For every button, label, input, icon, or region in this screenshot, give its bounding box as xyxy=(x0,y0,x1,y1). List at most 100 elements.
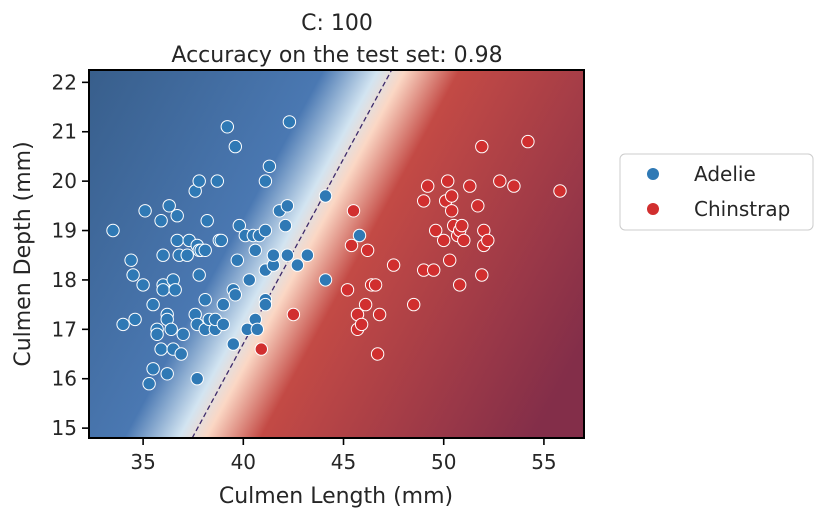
point-adelie xyxy=(142,377,156,391)
point-chinstrap xyxy=(386,258,401,272)
point-adelie xyxy=(266,248,281,262)
point-adelie xyxy=(280,199,295,213)
point-chinstrap xyxy=(372,307,387,322)
point-chinstrap xyxy=(429,223,443,238)
point-chinstrap xyxy=(475,268,489,282)
point-chinstrap xyxy=(475,139,489,154)
x-tick-label: 45 xyxy=(331,450,356,474)
point-chinstrap xyxy=(427,263,441,277)
point-adelie xyxy=(192,268,206,282)
point-chinstrap xyxy=(417,194,431,208)
point-adelie xyxy=(146,362,160,376)
y-tick-label: 20 xyxy=(52,169,77,193)
point-adelie xyxy=(128,312,142,327)
point-chinstrap xyxy=(445,204,459,218)
point-chinstrap xyxy=(437,233,451,248)
point-adelie xyxy=(278,218,293,233)
point-chinstrap xyxy=(346,204,361,218)
point-chinstrap xyxy=(553,184,567,198)
point-adelie xyxy=(242,273,257,287)
point-adelie xyxy=(190,372,204,386)
point-chinstrap xyxy=(455,218,469,233)
x-axis-label: Culmen Length (mm) xyxy=(219,484,453,509)
point-chinstrap xyxy=(358,297,373,312)
point-adelie xyxy=(232,218,247,233)
y-tick-label: 22 xyxy=(52,70,77,94)
point-adelie xyxy=(300,248,315,262)
point-chinstrap xyxy=(421,179,435,193)
point-chinstrap xyxy=(344,238,359,253)
point-adelie xyxy=(228,288,243,302)
y-tick-label: 18 xyxy=(52,268,77,292)
point-chinstrap xyxy=(360,243,375,258)
x-tick-label: 55 xyxy=(531,450,556,474)
point-chinstrap xyxy=(507,179,521,193)
point-chinstrap xyxy=(441,174,455,188)
axes-frame xyxy=(88,69,585,439)
point-adelie xyxy=(192,174,206,188)
point-chinstrap xyxy=(481,233,495,248)
point-chinstrap xyxy=(521,134,535,149)
point-adelie xyxy=(146,297,160,312)
point-adelie xyxy=(210,174,225,188)
point-chinstrap xyxy=(254,342,268,356)
point-adelie xyxy=(170,233,184,248)
point-chinstrap xyxy=(407,297,421,312)
legend-box xyxy=(619,153,814,231)
point-adelie xyxy=(156,283,170,297)
point-adelie xyxy=(200,214,214,228)
legend-label-adelie: Adelie xyxy=(694,162,756,186)
legend-label-chinstrap: Chinstrap xyxy=(694,197,790,221)
point-chinstrap xyxy=(354,317,369,332)
scatter-points xyxy=(106,115,567,391)
point-adelie xyxy=(162,199,176,213)
point-adelie xyxy=(250,322,264,336)
point-adelie xyxy=(124,253,138,267)
point-adelie xyxy=(126,268,140,282)
legend-marker-adelie xyxy=(647,168,659,180)
point-adelie xyxy=(280,248,295,262)
point-chinstrap xyxy=(370,347,385,361)
point-adelie xyxy=(282,115,297,129)
point-adelie xyxy=(150,327,164,341)
point-adelie xyxy=(220,120,235,134)
point-adelie xyxy=(198,293,212,307)
point-adelie xyxy=(154,214,168,228)
point-adelie xyxy=(258,297,273,312)
point-adelie xyxy=(258,174,273,188)
point-adelie xyxy=(216,297,231,312)
chart-title-line2: Accuracy on the test set: 0.98 xyxy=(171,43,502,68)
point-adelie xyxy=(170,209,184,223)
point-adelie xyxy=(116,317,130,332)
legend-marker-chinstrap xyxy=(647,203,659,215)
y-axis-label: Culmen Depth (mm) xyxy=(11,141,36,366)
point-chinstrap xyxy=(493,174,507,188)
point-adelie xyxy=(230,253,245,267)
point-chinstrap xyxy=(453,278,467,292)
point-adelie xyxy=(258,223,273,238)
point-adelie xyxy=(228,139,243,154)
point-adelie xyxy=(106,223,120,238)
point-chinstrap xyxy=(445,189,459,203)
plot-area xyxy=(89,70,584,438)
x-tick-label: 35 xyxy=(130,450,155,474)
y-tick-label: 15 xyxy=(52,416,77,440)
y-tick-label: 19 xyxy=(52,219,77,243)
point-adelie xyxy=(164,322,178,336)
point-adelie xyxy=(216,317,231,332)
point-adelie xyxy=(160,367,174,381)
y-tick-label: 16 xyxy=(52,367,77,391)
point-adelie xyxy=(226,337,241,351)
point-adelie xyxy=(352,228,367,243)
point-adelie xyxy=(180,248,194,262)
point-adelie xyxy=(174,347,188,361)
x-tick-label: 40 xyxy=(231,450,256,474)
point-adelie xyxy=(248,243,263,258)
point-adelie xyxy=(168,283,182,297)
point-adelie xyxy=(318,189,333,203)
y-tick-label: 17 xyxy=(52,317,77,341)
point-adelie xyxy=(214,233,229,248)
chart-title-line1: C: 100 xyxy=(301,11,373,36)
point-adelie xyxy=(154,342,168,356)
